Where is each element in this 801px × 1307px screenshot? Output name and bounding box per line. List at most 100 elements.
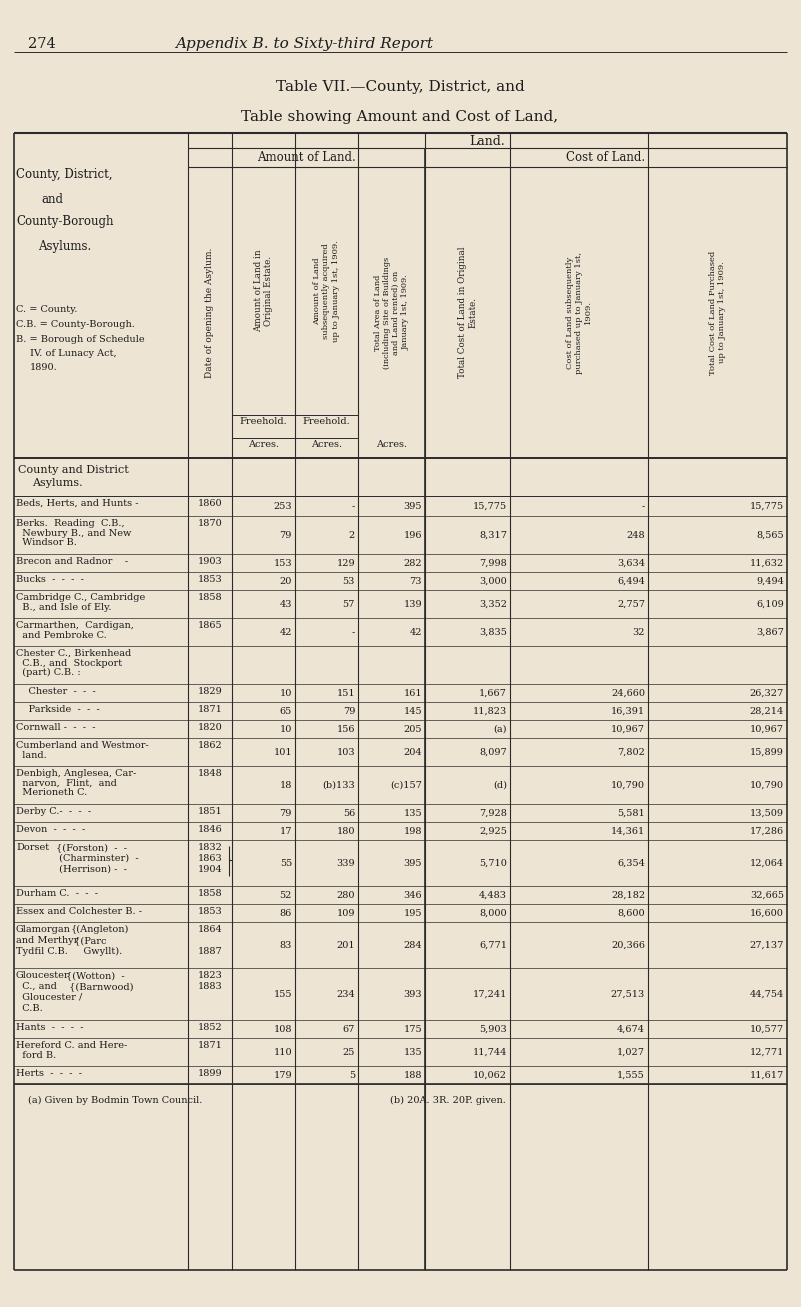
Text: 3,867: 3,867 xyxy=(756,627,784,637)
Text: 3,835: 3,835 xyxy=(479,627,507,637)
Text: 10,967: 10,967 xyxy=(611,725,645,735)
Text: 12,064: 12,064 xyxy=(750,859,784,868)
Text: 56: 56 xyxy=(343,809,355,818)
Text: 79: 79 xyxy=(280,531,292,540)
Text: 42: 42 xyxy=(280,627,292,637)
Text: 4,674: 4,674 xyxy=(617,1025,645,1034)
Text: and: and xyxy=(41,193,63,207)
Text: Asylums.: Asylums. xyxy=(32,478,83,488)
Text: 7,998: 7,998 xyxy=(479,559,507,569)
Text: 9,494: 9,494 xyxy=(756,576,784,586)
Text: 1904: 1904 xyxy=(198,865,223,874)
Text: 139: 139 xyxy=(404,600,422,609)
Text: 198: 198 xyxy=(404,827,422,836)
Text: 339: 339 xyxy=(336,859,355,868)
Text: Table VII.—County, District, and: Table VII.—County, District, and xyxy=(276,80,525,94)
Text: 2,925: 2,925 xyxy=(479,827,507,836)
Text: 274: 274 xyxy=(28,37,56,51)
Text: 8,600: 8,600 xyxy=(618,908,645,918)
Text: 1853: 1853 xyxy=(198,907,223,916)
Text: 1871: 1871 xyxy=(198,704,223,714)
Text: 11,632: 11,632 xyxy=(750,559,784,569)
Text: land.: land. xyxy=(16,750,46,759)
Text: narvon,  Flint,  and: narvon, Flint, and xyxy=(16,779,117,788)
Text: 79: 79 xyxy=(343,707,355,716)
Text: 5,903: 5,903 xyxy=(479,1025,507,1034)
Text: 6,354: 6,354 xyxy=(617,859,645,868)
Text: 43: 43 xyxy=(280,600,292,609)
Text: Amount of Land.: Amount of Land. xyxy=(257,152,356,163)
Text: 129: 129 xyxy=(336,559,355,569)
Text: 1829: 1829 xyxy=(198,687,223,697)
Text: 188: 188 xyxy=(404,1070,422,1080)
Text: and Pembroke C.: and Pembroke C. xyxy=(16,630,107,639)
Text: 55: 55 xyxy=(280,859,292,868)
Text: IV. of Lunacy Act,: IV. of Lunacy Act, xyxy=(30,349,117,358)
Text: 1,027: 1,027 xyxy=(617,1048,645,1057)
Text: 1871: 1871 xyxy=(198,1040,223,1050)
Text: 1852: 1852 xyxy=(198,1023,223,1033)
Text: C., and: C., and xyxy=(16,982,57,991)
Text: 42: 42 xyxy=(409,627,422,637)
Text: Derby C.-  -  -  -: Derby C.- - - - xyxy=(16,806,91,816)
Text: C.B. = County-Borough.: C.B. = County-Borough. xyxy=(16,320,135,329)
Text: 6,494: 6,494 xyxy=(617,576,645,586)
Text: (part) C.B. :: (part) C.B. : xyxy=(16,668,81,677)
Text: 161: 161 xyxy=(404,689,422,698)
Text: Freehold.: Freehold. xyxy=(303,417,350,426)
Text: {(Forston)  -  -: {(Forston) - - xyxy=(56,843,127,852)
Text: Newbury B., and New: Newbury B., and New xyxy=(16,528,131,537)
Text: {(Wotton)  -: {(Wotton) - xyxy=(66,971,125,980)
Text: 175: 175 xyxy=(404,1025,422,1034)
Text: 11,823: 11,823 xyxy=(473,707,507,716)
Text: (b)133: (b)133 xyxy=(322,782,355,789)
Text: 8,317: 8,317 xyxy=(479,531,507,540)
Text: C.B., and  Stockport: C.B., and Stockport xyxy=(16,659,122,668)
Text: 135: 135 xyxy=(404,1048,422,1057)
Text: 284: 284 xyxy=(404,941,422,950)
Text: 16,600: 16,600 xyxy=(750,908,784,918)
Text: 395: 395 xyxy=(404,502,422,511)
Text: 1858: 1858 xyxy=(198,889,223,898)
Text: 17: 17 xyxy=(280,827,292,836)
Text: Cambridge C., Cambridge: Cambridge C., Cambridge xyxy=(16,593,145,603)
Text: 1858: 1858 xyxy=(198,593,223,603)
Text: 27,513: 27,513 xyxy=(610,989,645,999)
Text: {(Barnwood): {(Barnwood) xyxy=(66,982,134,991)
Text: {(Parc: {(Parc xyxy=(71,936,107,945)
Text: 101: 101 xyxy=(273,748,292,757)
Text: 1851: 1851 xyxy=(198,806,223,816)
Text: 6,109: 6,109 xyxy=(756,600,784,609)
Text: {(Angleton): {(Angleton) xyxy=(71,925,130,935)
Text: 10: 10 xyxy=(280,689,292,698)
Text: 346: 346 xyxy=(404,891,422,901)
Text: Total Cost of Land in Original
Estate.: Total Cost of Land in Original Estate. xyxy=(458,247,477,378)
Text: 20: 20 xyxy=(280,576,292,586)
Text: Cumberland and Westmor-: Cumberland and Westmor- xyxy=(16,741,149,750)
Text: 1823: 1823 xyxy=(198,971,223,980)
Text: 201: 201 xyxy=(336,941,355,950)
Text: Herts  -  -  -  -: Herts - - - - xyxy=(16,1069,82,1078)
Text: 28,182: 28,182 xyxy=(611,891,645,901)
Text: Acres.: Acres. xyxy=(376,440,407,450)
Text: Dorset: Dorset xyxy=(16,843,49,852)
Text: 8,000: 8,000 xyxy=(479,908,507,918)
Text: 53: 53 xyxy=(343,576,355,586)
Text: 11,744: 11,744 xyxy=(473,1048,507,1057)
Text: 3,352: 3,352 xyxy=(479,600,507,609)
Text: Hereford C. and Here-: Hereford C. and Here- xyxy=(16,1040,127,1050)
Text: 10,062: 10,062 xyxy=(473,1070,507,1080)
Text: Land.: Land. xyxy=(469,135,505,148)
Text: 234: 234 xyxy=(336,989,355,999)
Text: 7,928: 7,928 xyxy=(479,809,507,818)
Text: 1853: 1853 xyxy=(198,575,223,584)
Text: 5,710: 5,710 xyxy=(479,859,507,868)
Text: 15,775: 15,775 xyxy=(473,502,507,511)
Text: ford B.: ford B. xyxy=(16,1051,56,1060)
Text: 1,555: 1,555 xyxy=(618,1070,645,1080)
Text: 155: 155 xyxy=(273,989,292,999)
Text: 1846: 1846 xyxy=(198,825,223,834)
Text: 109: 109 xyxy=(336,908,355,918)
Text: 3,000: 3,000 xyxy=(479,576,507,586)
Text: (b) 20A. 3R. 20P. given.: (b) 20A. 3R. 20P. given. xyxy=(390,1097,506,1106)
